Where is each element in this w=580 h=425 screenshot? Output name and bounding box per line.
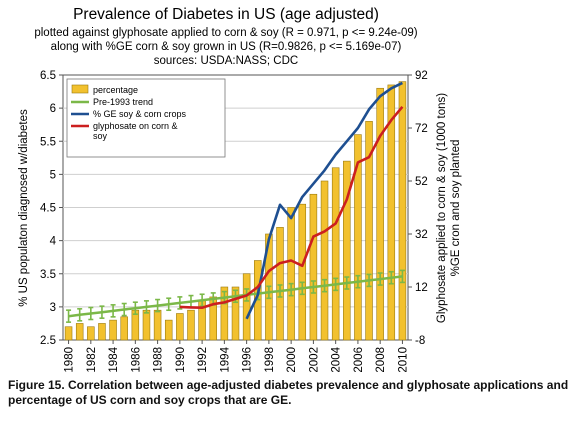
chart-subtitle-line-1: plotted against glyphosate applied to co… xyxy=(34,27,417,39)
x-axis-tick-label: 2004 xyxy=(331,346,343,372)
series-line-2 xyxy=(245,81,403,320)
left-axis-tick-label: 3.5 xyxy=(40,269,56,281)
x-axis-tick-label: 1996 xyxy=(242,347,254,373)
left-axis-tick-label: 5.5 xyxy=(40,136,56,148)
bar-percentage xyxy=(343,160,351,341)
bar-percentage xyxy=(287,207,295,341)
x-axis-tick-label: 1994 xyxy=(219,346,231,372)
left-axis-tick-label: 4 xyxy=(50,236,57,248)
bar-percentage xyxy=(64,326,73,341)
bar-percentage xyxy=(331,167,340,341)
left-axis-tick-label: 6.5 xyxy=(40,70,56,82)
bar-percentage xyxy=(75,323,84,341)
x-axis-tick-label: 1982 xyxy=(86,347,98,373)
x-axis-tick-label: 2000 xyxy=(286,347,298,373)
chart-subtitle-line-3: sources: USDA:NASS; CDC xyxy=(154,55,298,67)
bar-percentage xyxy=(231,286,240,341)
right-axis-tick-label: -8 xyxy=(415,335,425,347)
bar-percentage xyxy=(365,121,373,341)
x-axis-tick-label: 2010 xyxy=(397,347,409,373)
legend-label-3: glyphosate on corn & soy xyxy=(93,121,178,141)
legend-label-2: % GE soy & corn crops xyxy=(93,109,187,119)
x-axis-tick-label: 1990 xyxy=(175,347,187,373)
x-axis-tick-label: 1986 xyxy=(130,347,142,373)
x-axis-tick-label: 1984 xyxy=(108,346,120,372)
bar-percentage xyxy=(387,84,396,341)
bar-percentage xyxy=(398,81,407,341)
chart: Prevalence of Diabetes in US (age adjust… xyxy=(18,6,462,373)
bar-percentage xyxy=(176,313,184,341)
bar-percentage xyxy=(376,87,384,341)
series-line-3 xyxy=(179,105,404,310)
x-axis-tick-label: 2008 xyxy=(375,347,387,373)
figure-caption: Figure 15. Correlation between age-adjus… xyxy=(8,378,569,407)
series-line-1 xyxy=(68,275,403,318)
left-axis-tick-label: 5 xyxy=(50,169,56,181)
chart-title: Prevalence of Diabetes in US (age adjust… xyxy=(73,6,379,23)
right-axis-label-line-2: %GE cron and soy planted xyxy=(450,140,462,277)
right-axis-tick-label: 92 xyxy=(415,70,428,82)
bar-percentage xyxy=(187,309,195,341)
x-axis-tick-label: 2006 xyxy=(353,347,365,373)
x-axis-tick-label: 1992 xyxy=(197,347,209,373)
legend xyxy=(66,78,226,158)
bar-percentage xyxy=(164,319,173,341)
x-axis-tick-label: 1998 xyxy=(264,347,276,373)
x-axis-tick-label: 1988 xyxy=(153,347,165,373)
legend-swatch xyxy=(71,84,89,94)
right-axis-tick-label: 72 xyxy=(415,123,428,135)
bar-percentage xyxy=(276,227,284,341)
bar-percentage xyxy=(109,319,117,341)
left-axis-tick-label: 2.5 xyxy=(40,335,56,347)
left-axis-label: % US populaton diagnosed w/diabetes xyxy=(18,109,30,307)
bar-percentage xyxy=(242,273,251,341)
legend-label-1: Pre-1993 trend xyxy=(93,97,153,107)
x-axis-tick-label: 1980 xyxy=(64,347,76,373)
right-axis-tick-label: 52 xyxy=(415,176,428,188)
left-axis-tick-label: 6 xyxy=(50,103,56,115)
bar-percentage xyxy=(320,180,329,341)
bar-percentage xyxy=(142,309,151,341)
chart-subtitle-line-2: along with %GE corn & soy grown in US (R… xyxy=(51,41,402,53)
bar-percentage xyxy=(87,326,95,341)
bar-percentage xyxy=(309,193,318,341)
right-axis-label-line-1: Glyphosate applied to corn & soy (1000 t… xyxy=(436,93,448,323)
bar-percentage xyxy=(298,203,307,341)
bar-percentage xyxy=(98,323,106,341)
right-axis-tick-label: 32 xyxy=(415,229,428,241)
left-axis-tick-label: 4.5 xyxy=(40,203,56,215)
x-axis-tick-label: 2002 xyxy=(308,347,320,373)
left-axis-tick-label: 3 xyxy=(50,302,56,314)
bar-percentage xyxy=(153,309,162,341)
right-axis-tick-label: 12 xyxy=(415,282,428,294)
bar-percentage xyxy=(120,316,128,341)
legend-label-0: percentage xyxy=(93,85,138,95)
